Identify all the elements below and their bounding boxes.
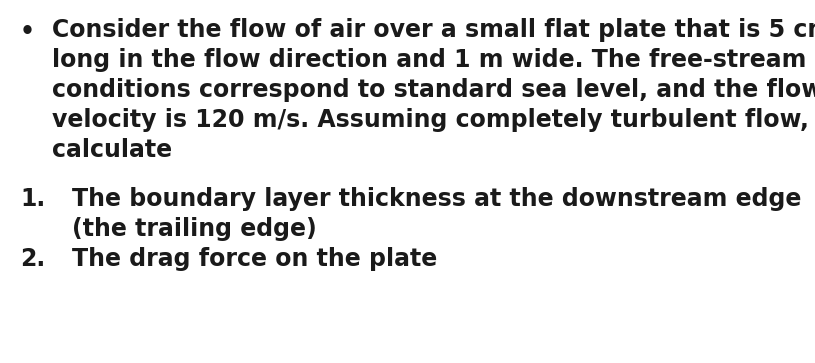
Text: velocity is 120 m/s. Assuming completely turbulent flow,: velocity is 120 m/s. Assuming completely… <box>52 108 808 132</box>
Text: calculate: calculate <box>52 138 172 162</box>
Text: •: • <box>20 20 35 44</box>
Text: 1.: 1. <box>20 187 46 211</box>
Text: conditions correspond to standard sea level, and the flow: conditions correspond to standard sea le… <box>52 78 815 102</box>
Text: 2.: 2. <box>20 247 46 271</box>
Text: Consider the flow of air over a small flat plate that is 5 cm: Consider the flow of air over a small fl… <box>52 18 815 42</box>
Text: (the trailing edge): (the trailing edge) <box>72 217 317 241</box>
Text: The boundary layer thickness at the downstream edge: The boundary layer thickness at the down… <box>72 187 801 211</box>
Text: The drag force on the plate: The drag force on the plate <box>72 247 438 271</box>
Text: long in the flow direction and 1 m wide. The free-stream: long in the flow direction and 1 m wide.… <box>52 48 806 72</box>
